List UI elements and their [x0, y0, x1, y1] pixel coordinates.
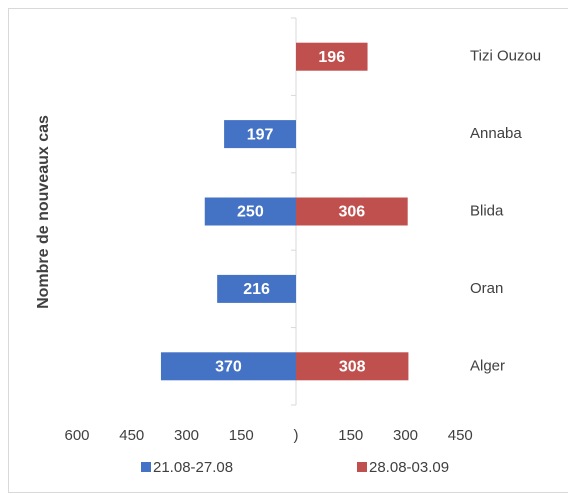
x-tick-label: 600 [64, 427, 89, 444]
bar [224, 120, 296, 149]
x-tick-label: ) [294, 427, 299, 444]
data-label: 197 [247, 126, 274, 143]
bar [217, 274, 296, 303]
category-label: Oran [470, 280, 503, 297]
category-label: Tizi Ouzou [470, 48, 541, 65]
y-axis-label: Nombre de nouveaux cas [35, 115, 52, 309]
bar [204, 197, 296, 226]
x-tick-label: 300 [393, 427, 418, 444]
legend-swatch [357, 462, 367, 472]
data-label: 216 [243, 281, 270, 298]
x-tick-label: 150 [229, 427, 254, 444]
legend-label: 21.08-27.08 [153, 459, 233, 476]
x-tick-label: 300 [174, 427, 199, 444]
bar [296, 42, 368, 71]
legend-label: 28.08-03.09 [369, 459, 449, 476]
x-tick-label: 450 [119, 427, 144, 444]
data-label: 196 [318, 49, 345, 66]
category-label: Annaba [470, 125, 522, 142]
legend-swatch [141, 462, 151, 472]
category-label: Blida [470, 202, 504, 219]
bar [160, 352, 296, 381]
bar [296, 352, 409, 381]
data-label: 308 [339, 359, 366, 376]
data-label: 306 [338, 204, 365, 221]
bar [296, 197, 408, 226]
chart-border [8, 8, 568, 493]
x-tick-label: 150 [338, 427, 363, 444]
x-tick-label: 450 [448, 427, 473, 444]
data-label: 250 [237, 204, 264, 221]
category-label: Alger [470, 357, 505, 374]
data-label: 370 [215, 359, 242, 376]
